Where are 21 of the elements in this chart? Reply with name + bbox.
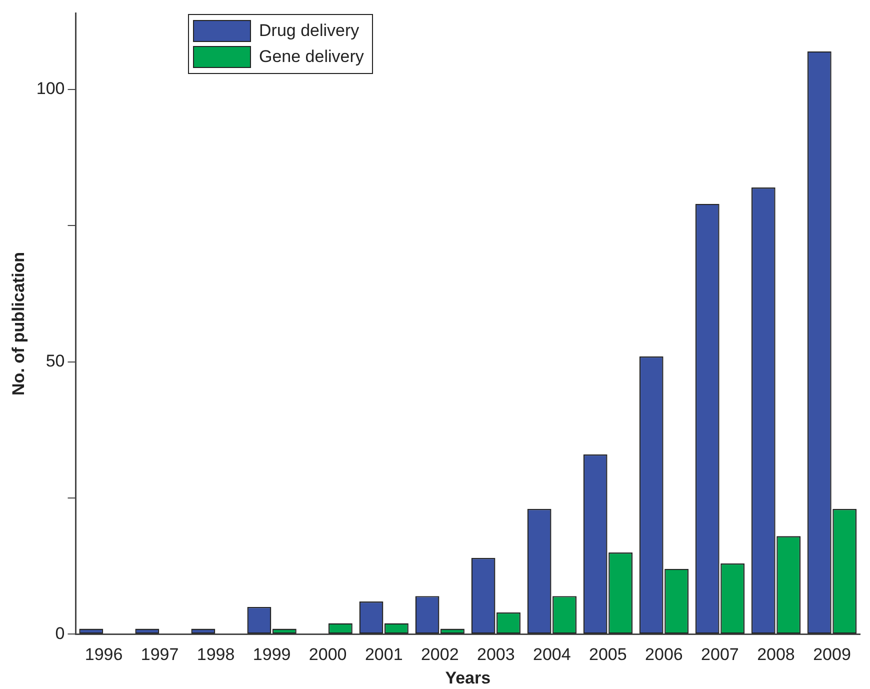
x-tick-label: 2002 (420, 645, 459, 664)
y-axis-title: No. of publication (8, 252, 28, 396)
x-tick-label: 2008 (757, 645, 795, 664)
legend-label: Gene delivery (259, 47, 364, 67)
y-tick-label: 50 (46, 352, 65, 371)
x-tick-label: 1998 (196, 645, 235, 664)
x-tick-label: 2007 (701, 645, 739, 664)
legend-label: Drug delivery (259, 21, 360, 41)
x-tick-label: 2001 (364, 645, 403, 664)
x-tick-label: 1997 (140, 645, 179, 664)
x-tick-label: 1996 (84, 645, 123, 664)
x-tick-label: 2000 (308, 645, 347, 664)
x-tick-label: 2004 (532, 645, 571, 664)
x-tick-label: 2009 (813, 645, 851, 664)
y-tick-label: 0 (55, 624, 65, 643)
x-tick-label: 2006 (645, 645, 683, 664)
y-tick-label: 100 (36, 79, 65, 98)
x-axis-title: Years (445, 668, 491, 688)
x-tick-label: 2005 (589, 645, 627, 664)
x-tick-label: 1999 (252, 645, 291, 664)
x-tick-label: 2003 (476, 645, 515, 664)
